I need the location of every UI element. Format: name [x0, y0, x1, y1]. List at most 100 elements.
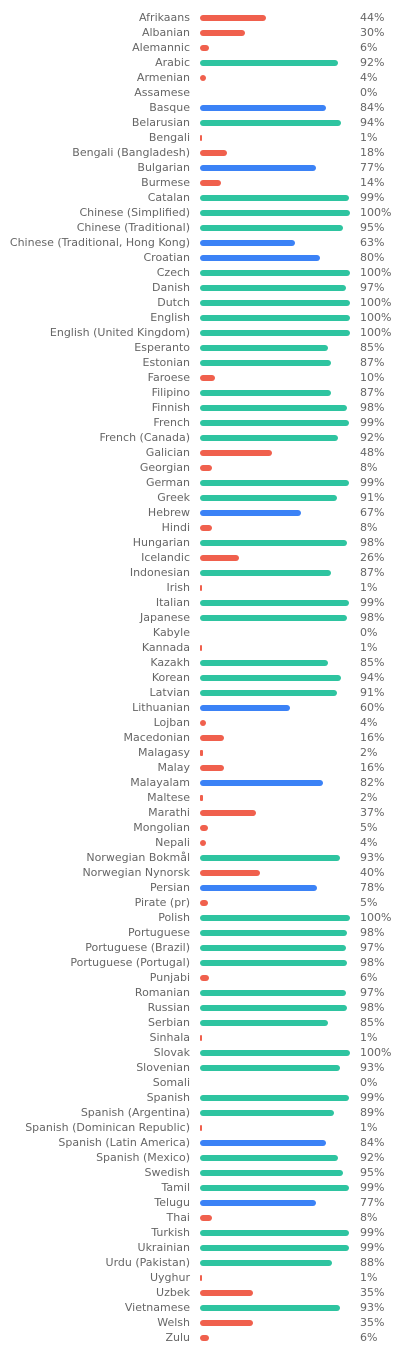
category-label-macedonian: Macedonian [123, 731, 191, 744]
value-label-greek: 91% [360, 491, 385, 504]
bar-row-icelandic: Icelandic 26% [0, 550, 400, 565]
value-label-bengali: 1% [360, 131, 378, 144]
bar-slovenian [200, 1065, 340, 1071]
bar-row-indonesian: Indonesian 87% [0, 565, 400, 580]
bar-row-italian: Italian 99% [0, 595, 400, 610]
value-label-slovak: 100% [360, 1046, 392, 1059]
bar-row-tamil: Tamil 99% [0, 1180, 400, 1195]
category-label-dutch: Dutch [157, 296, 190, 309]
category-label-zulu: Zulu [165, 1331, 190, 1344]
bar-row-danish: Danish 97% [0, 280, 400, 295]
bar-row-estonian: Estonian 87% [0, 355, 400, 370]
category-label-urdu-pakistan: Urdu (Pakistan) [105, 1256, 190, 1269]
bar-galician [200, 450, 272, 456]
bar-row-english-united-kingdom: English (United Kingdom) 100% [0, 325, 400, 340]
bar-row-sinhala: Sinhala 1% [0, 1030, 400, 1045]
bar-row-macedonian: Macedonian 16% [0, 730, 400, 745]
bar-basque [200, 105, 326, 111]
bar-row-galician: Galician 48% [0, 445, 400, 460]
bar-tamil [200, 1185, 349, 1191]
bar-english [200, 315, 350, 321]
category-label-burmese: Burmese [141, 176, 190, 189]
bar-row-kabyle: Kabyle 0% [0, 625, 400, 640]
category-label-greek: Greek [157, 491, 190, 504]
category-label-bengali: Bengali [148, 131, 190, 144]
value-label-finnish: 98% [360, 401, 385, 414]
category-label-icelandic: Icelandic [141, 551, 190, 564]
value-label-hungarian: 98% [360, 536, 385, 549]
category-label-japanese: Japanese [140, 611, 190, 624]
category-label-bengali-bangladesh: Bengali (Bangladesh) [72, 146, 190, 159]
bar-vietnamese [200, 1305, 340, 1311]
bar-row-burmese: Burmese 14% [0, 175, 400, 190]
bar-row-norwegian-bokm-l: Norwegian Bokmål 93% [0, 850, 400, 865]
bar-row-hebrew: Hebrew 67% [0, 505, 400, 520]
value-label-irish: 1% [360, 581, 378, 594]
value-label-malagasy: 2% [360, 746, 378, 759]
bar-turkish [200, 1230, 349, 1236]
bar-row-vietnamese: Vietnamese 93% [0, 1300, 400, 1315]
bar-row-slovak: Slovak 100% [0, 1045, 400, 1060]
bar-latvian [200, 690, 337, 696]
bar-faroese [200, 375, 215, 381]
bar-german [200, 480, 349, 486]
category-label-hungarian: Hungarian [132, 536, 190, 549]
bar-row-maltese: Maltese 2% [0, 790, 400, 805]
category-label-polish: Polish [158, 911, 190, 924]
value-label-bulgarian: 77% [360, 161, 385, 174]
bar-french [200, 420, 349, 426]
value-label-hebrew: 67% [360, 506, 385, 519]
bar-persian [200, 885, 317, 891]
bar-malayalam [200, 780, 323, 786]
bar-spanish-mexico [200, 1155, 338, 1161]
category-label-english: English [150, 311, 190, 324]
value-label-sinhala: 1% [360, 1031, 378, 1044]
category-label-chinese-traditional: Chinese (Traditional) [76, 221, 190, 234]
bar-georgian [200, 465, 212, 471]
value-label-danish: 97% [360, 281, 385, 294]
bar-row-finnish: Finnish 98% [0, 400, 400, 415]
bar-row-croatian: Croatian 80% [0, 250, 400, 265]
bar-zulu [200, 1335, 209, 1341]
bar-row-basque: Basque 84% [0, 100, 400, 115]
value-label-latvian: 91% [360, 686, 385, 699]
category-label-esperanto: Esperanto [134, 341, 190, 354]
category-label-norwegian-bokm-l: Norwegian Bokmål [86, 851, 190, 864]
bar-marathi [200, 810, 256, 816]
value-label-spanish-mexico: 92% [360, 1151, 385, 1164]
bar-chinese-simplified [200, 210, 350, 216]
bar-row-nepali: Nepali 4% [0, 835, 400, 850]
bar-bengali [200, 135, 202, 141]
value-label-malayalam: 82% [360, 776, 385, 789]
value-label-norwegian-bokm-l: 93% [360, 851, 385, 864]
value-label-slovenian: 93% [360, 1061, 385, 1074]
category-label-bulgarian: Bulgarian [137, 161, 190, 174]
bar-row-kannada: Kannada 1% [0, 640, 400, 655]
value-label-maltese: 2% [360, 791, 378, 804]
bar-row-irish: Irish 1% [0, 580, 400, 595]
category-label-afrikaans: Afrikaans [139, 11, 190, 24]
bar-lojban [200, 720, 206, 726]
value-label-swedish: 95% [360, 1166, 385, 1179]
bar-row-malagasy: Malagasy 2% [0, 745, 400, 760]
value-label-vietnamese: 93% [360, 1301, 385, 1314]
value-label-spanish-argentina: 89% [360, 1106, 385, 1119]
bar-row-filipino: Filipino 87% [0, 385, 400, 400]
category-label-malayalam: Malayalam [130, 776, 190, 789]
value-label-thai: 8% [360, 1211, 378, 1224]
value-label-afrikaans: 44% [360, 11, 385, 24]
value-label-kazakh: 85% [360, 656, 385, 669]
bar-row-armenian: Armenian 4% [0, 70, 400, 85]
bar-bengali-bangladesh [200, 150, 227, 156]
bar-norwegian-bokm-l [200, 855, 340, 861]
category-label-russian: Russian [147, 1001, 190, 1014]
category-label-korean: Korean [151, 671, 190, 684]
bar-row-kazakh: Kazakh 85% [0, 655, 400, 670]
category-label-ukrainian: Ukrainian [137, 1241, 190, 1254]
category-label-marathi: Marathi [148, 806, 190, 819]
value-label-alemannic: 6% [360, 41, 378, 54]
value-label-telugu: 77% [360, 1196, 385, 1209]
bar-row-polish: Polish 100% [0, 910, 400, 925]
bar-bulgarian [200, 165, 316, 171]
category-label-estonian: Estonian [142, 356, 190, 369]
